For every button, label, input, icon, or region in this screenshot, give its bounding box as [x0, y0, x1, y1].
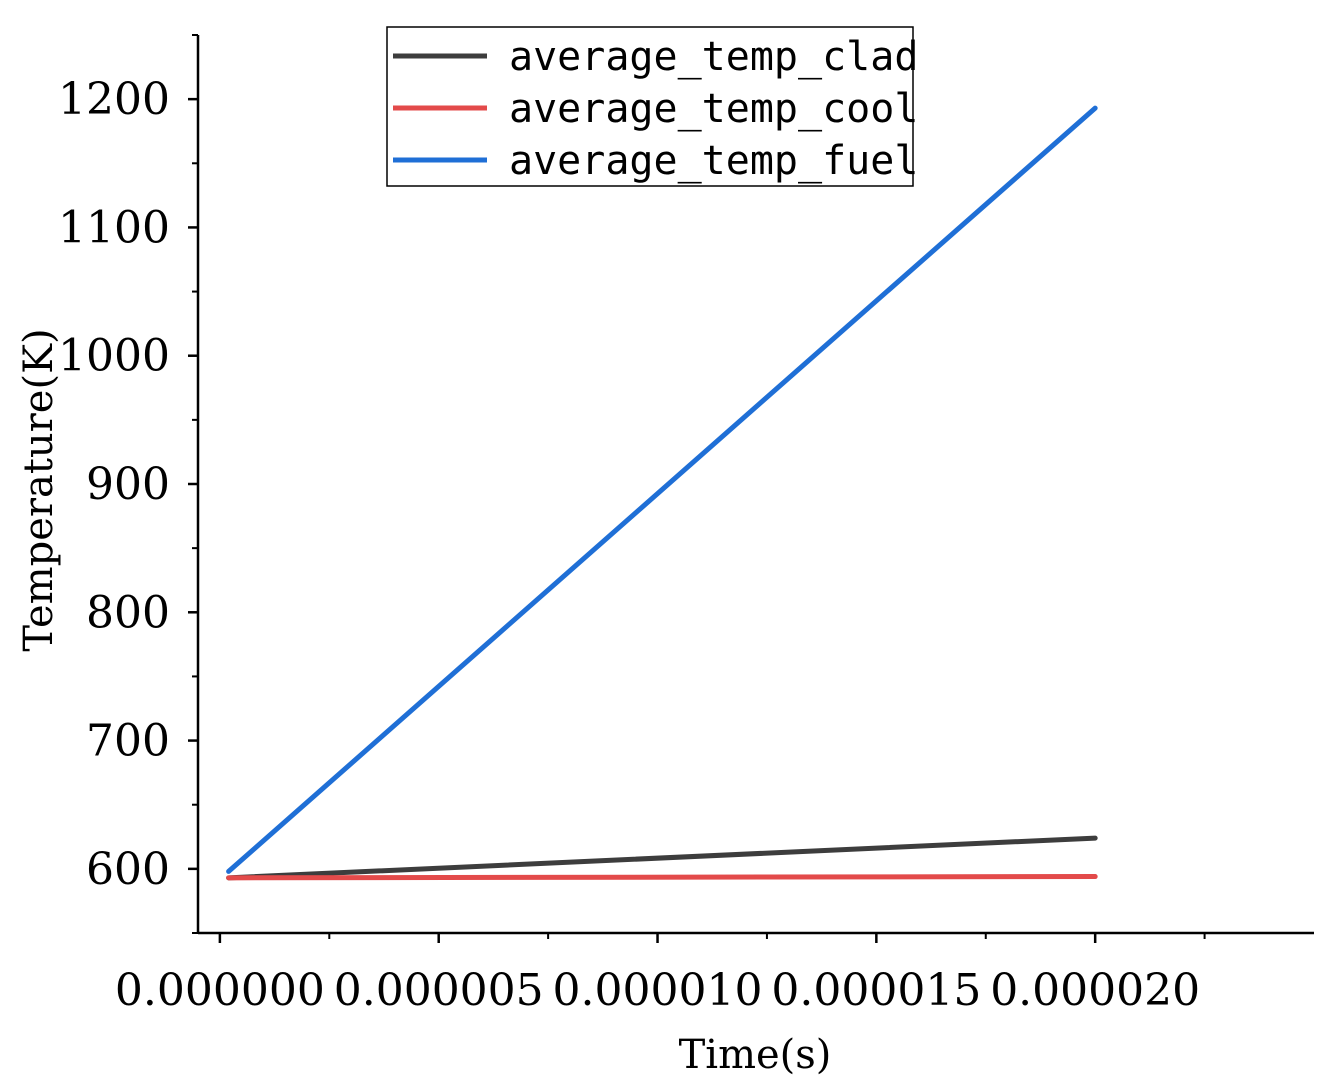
y-tick-label: 800	[86, 587, 170, 638]
legend-label: average_temp_cool	[509, 86, 918, 132]
x-tick-label: 0.000020	[990, 965, 1200, 1016]
x-axis-title: Time(s)	[679, 1032, 832, 1078]
y-tick-label: 1100	[58, 202, 170, 253]
legend-label: average_temp_clad	[509, 34, 918, 80]
x-tick-label: 0.000005	[334, 965, 544, 1016]
legend: average_temp_clad average_temp_coolaverag…	[386, 26, 918, 187]
y-axis-ticks: 600 700 800 900 1000 1100 1200	[58, 34, 198, 934]
y-axis-title: Temperature(K)	[16, 328, 62, 651]
series-line-average-temp-fuel	[226, 105, 1098, 874]
series-lines	[226, 105, 1098, 881]
series-line-average-temp-cool	[226, 874, 1098, 881]
x-tick-label: 0.000000	[115, 965, 325, 1016]
series-line-average-temp-clad	[226, 835, 1098, 881]
y-tick-label: 900	[86, 459, 170, 510]
y-tick-label: 600	[86, 844, 170, 895]
x-tick-label: 0.000015	[771, 965, 981, 1016]
y-tick-label: 1200	[58, 74, 170, 125]
y-tick-label: 1000	[58, 331, 170, 382]
x-tick-label: 0.000010	[553, 965, 763, 1016]
y-tick-label: 700	[86, 716, 170, 767]
legend-label: average_temp_fuel	[509, 138, 918, 184]
x-axis-ticks: 0.000000 0.000005 0.000010 0.000015 0.000020	[115, 933, 1206, 1016]
